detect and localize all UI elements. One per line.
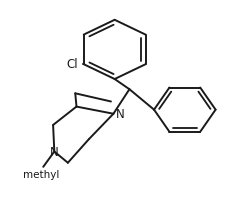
- Text: N: N: [116, 107, 125, 120]
- Text: N: N: [50, 145, 58, 158]
- Text: Cl: Cl: [66, 57, 78, 70]
- Text: methyl: methyl: [23, 169, 59, 179]
